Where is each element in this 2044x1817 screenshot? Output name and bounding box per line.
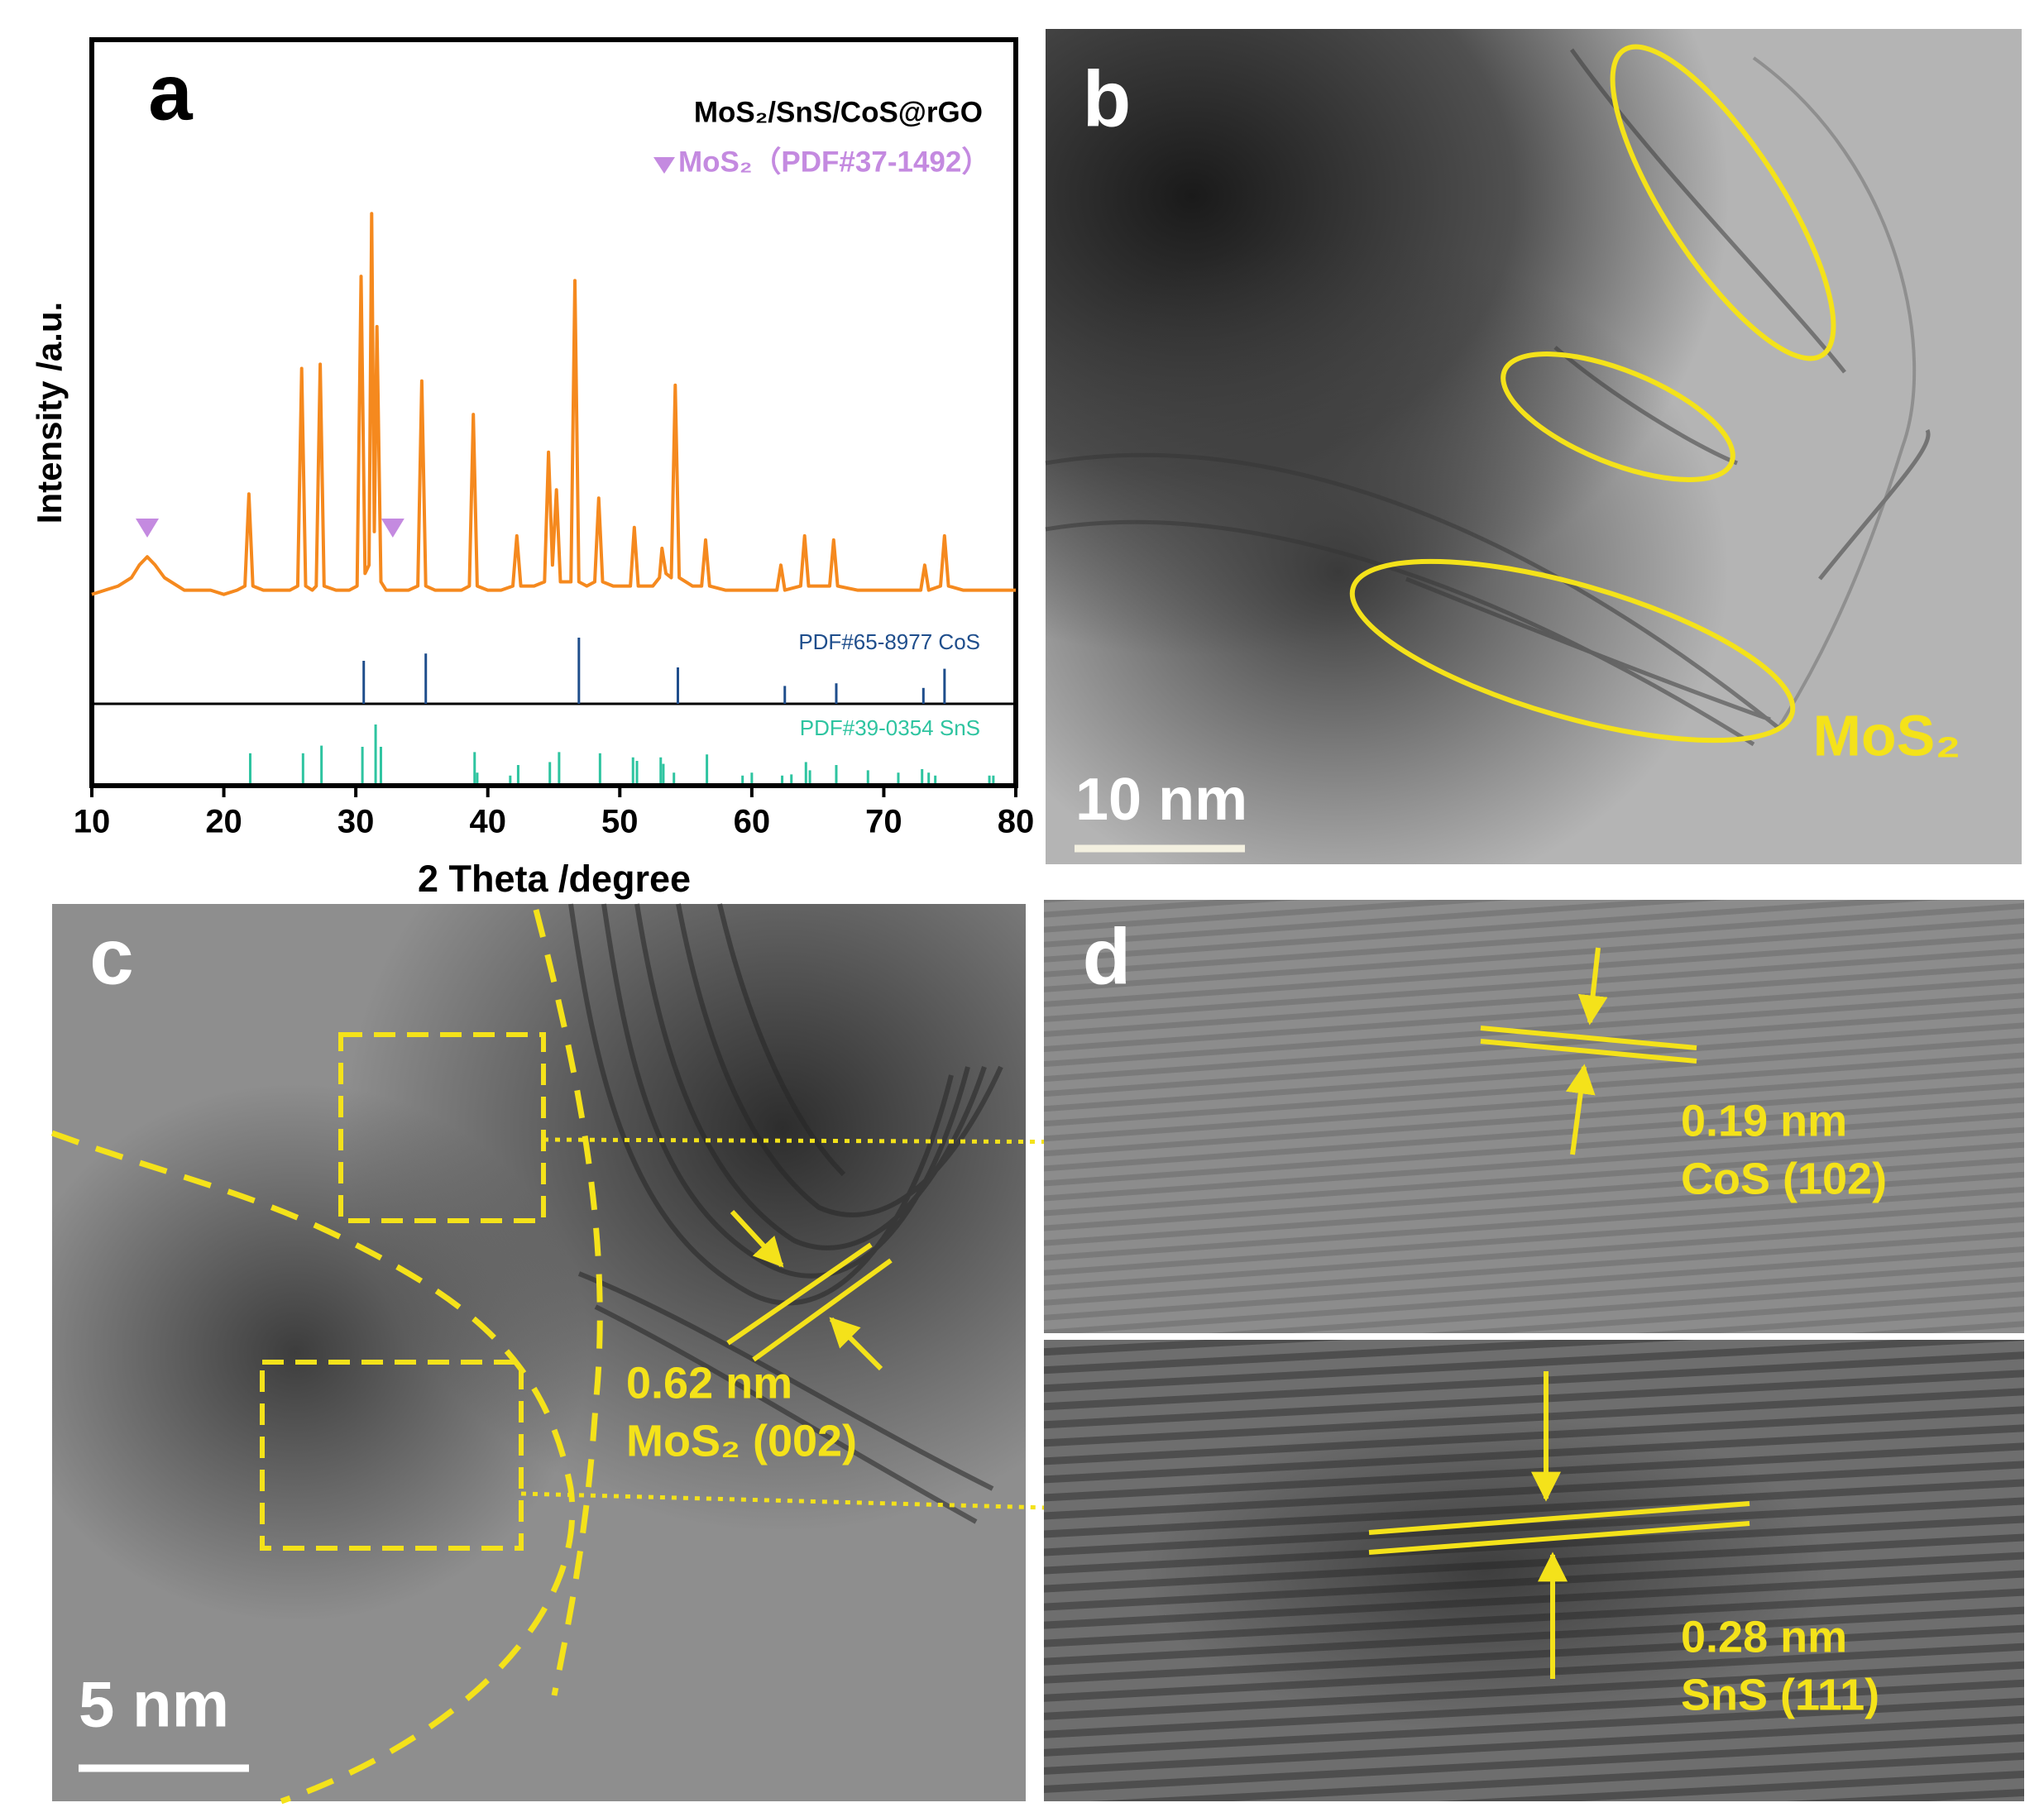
x-tick-label: 50 bbox=[601, 804, 639, 840]
plane-label: SnS (111) bbox=[1681, 1670, 1879, 1719]
reference-label: PDF#65-8977 CoS bbox=[798, 629, 980, 654]
panel-b: b MoS₂ 10 nm bbox=[1045, 29, 2022, 864]
panel-label: c bbox=[89, 912, 133, 1001]
d-spacing-label: 0.19 nm bbox=[1681, 1096, 1847, 1145]
panel-label: a bbox=[148, 48, 193, 136]
d-spacing-label: 0.62 nm bbox=[626, 1358, 792, 1408]
pointer-arrow bbox=[829, 1317, 883, 1371]
tem-image-shade bbox=[1046, 29, 2022, 864]
boundary bbox=[50, 1130, 576, 1805]
plane-label: CoS (102) bbox=[1681, 1154, 1887, 1203]
legend-entry: MoS₂（PDF#37-1492） bbox=[678, 146, 990, 178]
x-tick-label: 10 bbox=[74, 804, 111, 840]
x-tick-label: 60 bbox=[734, 804, 771, 840]
x-tick-label: 70 bbox=[865, 804, 902, 840]
lattice-marker bbox=[726, 1242, 873, 1346]
plot-frame bbox=[89, 37, 1018, 788]
legend-entry: MoS₂/SnS/CoS@rGO bbox=[694, 96, 983, 128]
panel-a: a MoS₂/SnS/CoS@rGO MoS₂（PDF#37-1492） PDF… bbox=[30, 37, 1035, 900]
tem-image-shade bbox=[52, 904, 1026, 1801]
plane-label: MoS₂ (002) bbox=[626, 1416, 857, 1466]
pointer-arrow bbox=[543, 1129, 1132, 1155]
x-tick-label: 30 bbox=[337, 804, 375, 840]
tem-image bbox=[1044, 900, 2024, 1333]
highlight-ellipse bbox=[1501, 351, 1735, 482]
peak-marker bbox=[136, 519, 160, 538]
x-axis-label: 2 Theta /degree bbox=[418, 858, 691, 900]
scale-bar-label: 5 nm bbox=[79, 1668, 229, 1741]
selection-box bbox=[260, 1360, 524, 1551]
tem-image-shade bbox=[1044, 1340, 2024, 1801]
panel-c: c 0.62 nm MoS₂ (002) 5 nm bbox=[50, 903, 1132, 1805]
boundary bbox=[533, 909, 603, 1696]
highlight-ellipse bbox=[1349, 558, 1796, 744]
pointer-arrow bbox=[520, 1491, 1109, 1522]
lattice-fringe bbox=[1045, 48, 1931, 747]
legend-marker-symbol bbox=[653, 157, 675, 174]
y-axis-label: Intensity /a.u. bbox=[30, 302, 69, 524]
panel-label: b bbox=[1083, 55, 1132, 143]
x-tick-label: 40 bbox=[469, 804, 506, 840]
lattice-marker bbox=[1368, 1501, 1750, 1535]
lattice-marker bbox=[752, 1258, 893, 1362]
x-tick-label: 20 bbox=[205, 804, 242, 840]
lattice-marker bbox=[1368, 1521, 1750, 1555]
pointer-arrow bbox=[1577, 947, 1608, 1026]
peak-marker bbox=[381, 519, 404, 538]
annotation: MoS₂ bbox=[1813, 703, 1961, 767]
reference-label: PDF#39-0354 SnS bbox=[800, 715, 980, 740]
xrd-curve bbox=[91, 212, 1016, 596]
lattice-marker bbox=[1480, 1039, 1697, 1064]
panel-d: d 0.19 nm CoS (102) 0.28 nm SnS (111) bbox=[1044, 900, 2024, 1801]
highlight-ellipse bbox=[1610, 44, 1836, 361]
edge bbox=[1752, 56, 1917, 729]
x-tick-label: 80 bbox=[998, 804, 1035, 840]
d-spacing-label: 0.28 nm bbox=[1681, 1612, 1847, 1662]
selection-box bbox=[338, 1032, 546, 1223]
pointer-arrow bbox=[1565, 1064, 1596, 1155]
pointer-arrow bbox=[730, 1209, 784, 1268]
scale-bar-label: 10 nm bbox=[1075, 767, 1247, 833]
lattice-marker bbox=[1480, 1026, 1697, 1050]
panel-label: d bbox=[1083, 912, 1132, 1001]
